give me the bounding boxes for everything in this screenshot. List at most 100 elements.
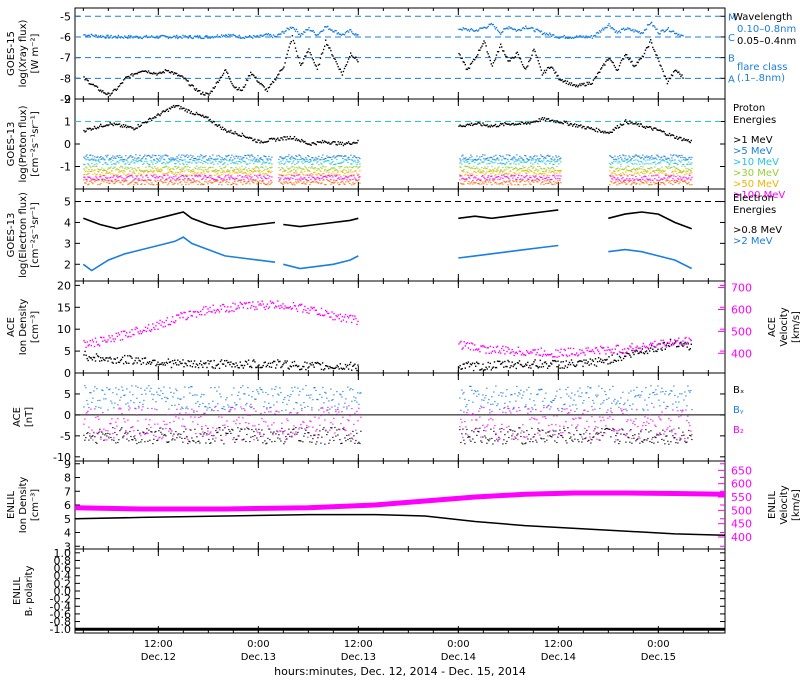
data-point xyxy=(226,178,228,181)
data-point xyxy=(92,183,94,185)
data-point xyxy=(228,154,230,156)
data-point xyxy=(176,72,178,75)
y-tick-label: 4 xyxy=(64,216,71,229)
data-point xyxy=(324,183,326,186)
data-point xyxy=(539,176,541,178)
data-point xyxy=(497,167,499,169)
data-point xyxy=(353,165,355,168)
data-point xyxy=(164,180,166,182)
data-point xyxy=(104,169,106,171)
data-point xyxy=(332,367,334,369)
data-point xyxy=(682,177,684,179)
data-point xyxy=(315,362,317,364)
data-point xyxy=(513,181,515,183)
data-point xyxy=(180,75,182,77)
data-point xyxy=(327,160,329,162)
data-point xyxy=(597,71,600,74)
data-point xyxy=(132,37,134,39)
data-point xyxy=(94,181,96,183)
data-point xyxy=(177,37,179,40)
data-point xyxy=(524,122,526,125)
data-point xyxy=(522,170,524,172)
data-point xyxy=(257,170,259,172)
data-point xyxy=(185,363,187,365)
data-point xyxy=(514,160,516,163)
data-point xyxy=(461,368,463,370)
data-point xyxy=(115,178,117,180)
data-point xyxy=(95,34,98,37)
data-point xyxy=(120,158,122,161)
data-point xyxy=(620,156,622,158)
y-tick-label: 20 xyxy=(57,279,71,292)
data-point xyxy=(163,110,165,113)
data-point xyxy=(204,173,206,175)
data-point xyxy=(680,156,682,159)
data-point xyxy=(225,129,227,131)
data-point xyxy=(113,167,115,169)
data-point xyxy=(218,79,221,81)
data-point xyxy=(687,139,689,141)
data-point xyxy=(543,159,545,161)
data-point xyxy=(266,178,268,180)
data-point xyxy=(550,33,552,36)
data-point xyxy=(148,179,150,181)
data-point xyxy=(250,137,252,139)
data-point xyxy=(308,366,310,368)
data-point xyxy=(354,57,356,59)
data-point xyxy=(262,142,264,144)
data-point xyxy=(219,176,221,178)
data-point xyxy=(180,106,182,108)
data-point xyxy=(611,354,613,356)
data-point xyxy=(141,37,144,40)
data-point xyxy=(617,127,620,129)
data-point xyxy=(165,361,167,364)
data-point xyxy=(321,177,323,179)
data-point xyxy=(655,174,657,176)
data-point xyxy=(614,170,616,172)
data-point xyxy=(160,179,162,181)
data-point xyxy=(88,127,90,130)
data-point xyxy=(559,158,561,160)
data-point xyxy=(90,170,92,173)
data-point xyxy=(632,163,634,165)
data-point xyxy=(491,166,493,168)
data-point xyxy=(635,183,637,185)
data-point xyxy=(664,155,666,158)
data-point xyxy=(203,116,205,118)
data-point xyxy=(584,37,586,39)
data-point xyxy=(89,127,91,130)
data-point xyxy=(107,180,109,182)
data-point xyxy=(294,175,296,177)
data-point xyxy=(157,159,159,161)
data-point xyxy=(343,67,346,70)
data-point xyxy=(521,170,523,172)
data-point xyxy=(645,28,648,30)
data-point xyxy=(499,154,501,156)
data-point xyxy=(654,183,656,185)
data-point xyxy=(511,361,513,363)
data-point xyxy=(621,124,624,126)
data-point xyxy=(329,143,331,145)
data-point xyxy=(218,161,220,163)
data-point xyxy=(641,55,644,57)
data-point xyxy=(208,36,210,38)
data-point xyxy=(241,132,244,135)
data-point xyxy=(286,178,288,180)
data-point xyxy=(481,45,483,47)
data-point xyxy=(146,155,148,157)
data-point xyxy=(217,36,220,38)
data-point xyxy=(352,182,354,184)
data-point xyxy=(157,167,159,169)
data-point xyxy=(628,123,630,125)
data-point xyxy=(313,181,315,183)
data-point xyxy=(529,159,531,161)
data-point xyxy=(355,142,357,144)
data-point xyxy=(564,37,566,39)
data-point xyxy=(284,182,286,184)
data-point xyxy=(335,30,337,32)
data-point xyxy=(556,166,558,168)
data-point xyxy=(357,364,359,366)
data-point xyxy=(299,159,301,161)
data-point xyxy=(671,74,674,77)
data-point xyxy=(102,178,104,180)
